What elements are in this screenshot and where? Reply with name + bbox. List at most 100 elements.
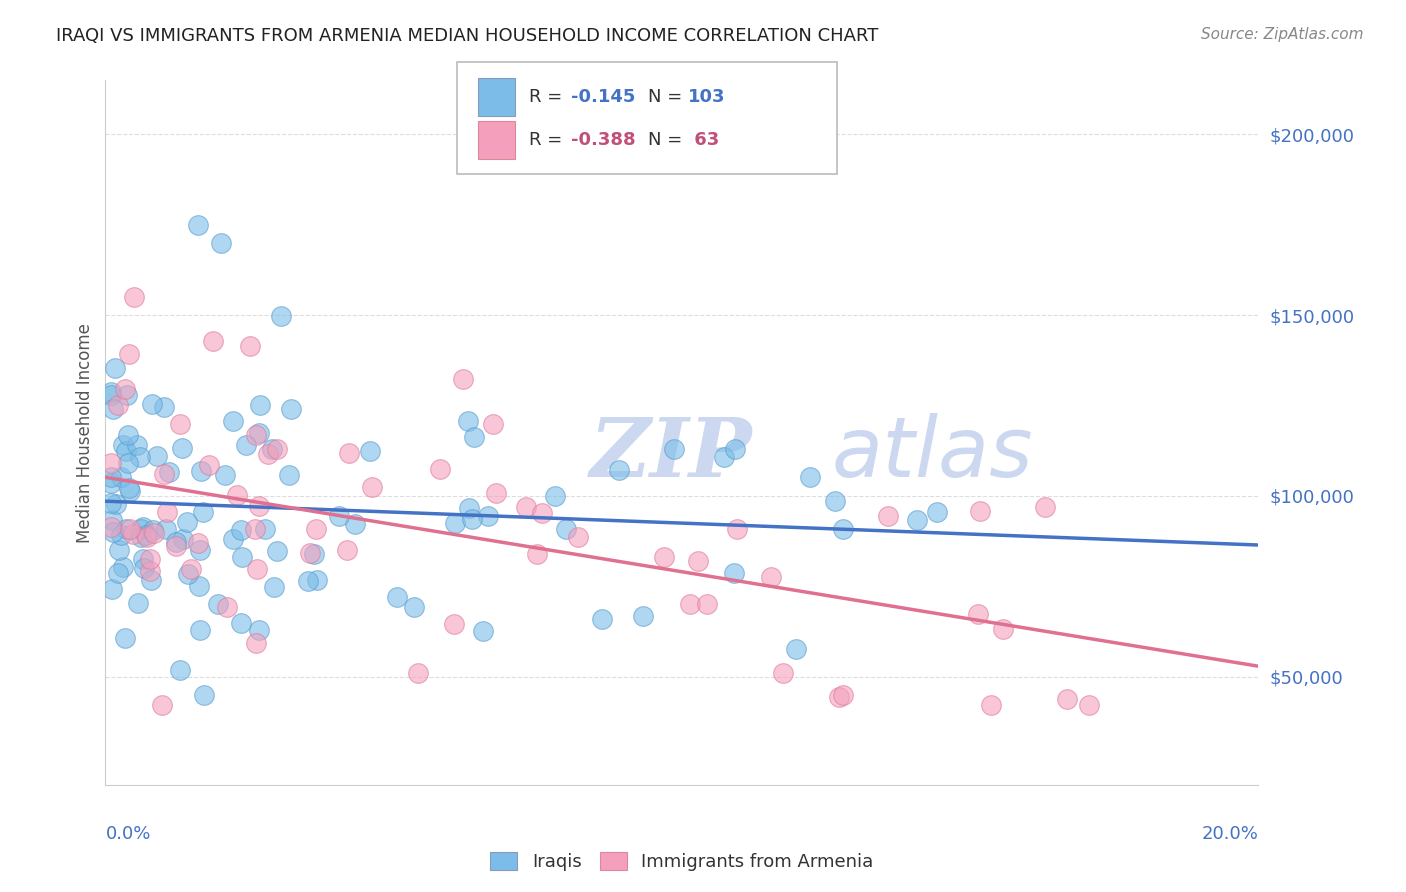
Point — [277, 468, 299, 483]
Point — [156, 505, 179, 519]
Point — [170, 441, 193, 455]
Point — [759, 570, 782, 584]
Point — [127, 596, 149, 610]
Point — [336, 543, 359, 558]
Point — [458, 500, 481, 515]
Point — [991, 623, 1014, 637]
Legend: Iraqis, Immigrants from Armenia: Iraqis, Immigrants from Armenia — [491, 852, 873, 871]
Point — [100, 476, 122, 491]
Point — [662, 442, 685, 456]
Point — [141, 573, 163, 587]
Point — [138, 565, 160, 579]
Point — [696, 597, 718, 611]
Point — [457, 414, 479, 428]
Point — [877, 509, 900, 524]
Point — [108, 542, 131, 557]
Point — [117, 481, 139, 495]
Point — [124, 290, 146, 304]
Point — [103, 525, 125, 540]
Point — [122, 526, 145, 541]
Point — [135, 528, 157, 542]
Point — [1078, 698, 1101, 713]
Point — [100, 519, 122, 533]
Point — [385, 590, 408, 604]
Point — [201, 334, 224, 349]
Point — [302, 547, 325, 561]
Point — [115, 444, 138, 458]
Point — [142, 523, 165, 537]
Point — [105, 497, 128, 511]
Point — [231, 616, 253, 631]
Text: -0.388: -0.388 — [571, 131, 636, 149]
Point — [247, 499, 270, 513]
Point — [100, 496, 122, 510]
Point — [263, 580, 285, 594]
Point — [461, 512, 484, 526]
Point — [114, 382, 136, 396]
Point — [110, 470, 132, 484]
Point — [482, 417, 505, 431]
Point — [229, 524, 252, 538]
Point — [187, 536, 209, 550]
Point — [142, 525, 165, 540]
Point — [828, 690, 851, 704]
Point — [280, 402, 302, 417]
Point — [107, 398, 129, 412]
Point — [925, 505, 948, 519]
Point — [966, 607, 988, 621]
Point — [165, 539, 187, 553]
Point — [253, 522, 276, 536]
Text: 103: 103 — [688, 88, 725, 106]
Text: 0.0%: 0.0% — [105, 825, 150, 843]
Point — [100, 388, 122, 402]
Point — [176, 566, 198, 581]
Point — [245, 428, 267, 442]
Text: R =: R = — [529, 131, 568, 149]
Point — [104, 361, 127, 376]
Point — [214, 467, 236, 482]
Point — [832, 523, 855, 537]
Point — [554, 522, 576, 536]
Point — [567, 531, 589, 545]
Point — [187, 579, 209, 593]
Point — [103, 402, 125, 417]
Point — [145, 449, 167, 463]
Point — [247, 425, 270, 440]
Point — [515, 500, 537, 515]
Point — [406, 666, 429, 681]
Point — [187, 218, 209, 232]
Point — [969, 504, 991, 518]
Point — [724, 442, 747, 456]
Point — [169, 663, 191, 677]
Point — [129, 522, 152, 536]
Point — [245, 635, 267, 649]
Point — [188, 543, 211, 558]
Point — [246, 561, 269, 575]
Point — [451, 372, 474, 386]
Point — [297, 574, 319, 588]
Point — [472, 624, 495, 638]
Point — [169, 417, 191, 431]
Point — [118, 347, 141, 361]
Point — [155, 522, 177, 536]
Point — [239, 339, 262, 353]
Point — [110, 528, 132, 542]
Point — [125, 437, 148, 451]
Point — [526, 547, 548, 561]
Point — [444, 516, 467, 531]
Point — [686, 554, 709, 568]
Point — [270, 309, 292, 323]
Point — [134, 561, 156, 575]
Y-axis label: Median Household Income: Median Household Income — [76, 323, 94, 542]
Point — [231, 549, 253, 564]
Point — [215, 599, 238, 614]
Point — [343, 516, 366, 531]
Point — [190, 464, 212, 478]
Point — [141, 396, 163, 410]
Point — [115, 522, 138, 536]
Point — [713, 450, 735, 464]
Point — [101, 582, 124, 596]
Point — [243, 522, 266, 536]
Text: 63: 63 — [688, 131, 718, 149]
Point — [120, 522, 142, 536]
